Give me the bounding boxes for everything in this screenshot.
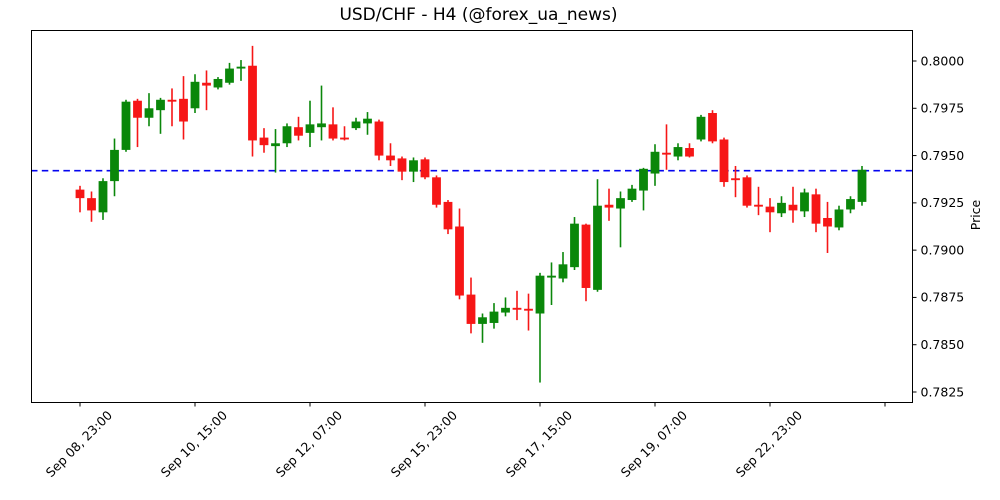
candle-down	[75, 189, 85, 199]
candle-up	[271, 143, 280, 147]
candle-up	[547, 275, 556, 278]
candle-down	[386, 155, 395, 161]
candle-up	[593, 205, 602, 290]
y-tick-label: 0.7975	[921, 101, 965, 116]
candle-down	[823, 217, 832, 227]
candle-up	[489, 311, 499, 323]
candle-down	[202, 82, 211, 86]
candle-down	[524, 308, 533, 311]
candle-up	[616, 198, 625, 209]
y-tick-label: 0.7925	[921, 195, 965, 210]
candle-down	[788, 204, 798, 211]
y-tick-label: 0.8000	[921, 53, 965, 68]
candle-up	[98, 181, 108, 213]
candle-down	[719, 139, 729, 183]
candle-down	[340, 137, 349, 140]
candle-down	[466, 294, 476, 324]
candle-up	[570, 223, 579, 268]
candle-down	[604, 204, 614, 208]
candle-up	[225, 68, 234, 83]
candle-up	[673, 147, 683, 157]
candle-down	[754, 204, 763, 207]
x-tick-label: Sep 12, 07:00	[273, 407, 345, 479]
candle-up	[110, 149, 119, 182]
candle-down	[87, 198, 96, 211]
candle-down	[397, 158, 407, 172]
x-tick-label: Sep 08, 23:00	[43, 407, 115, 479]
candle-up	[650, 151, 660, 174]
candle-down	[765, 206, 775, 213]
candle-down	[742, 177, 752, 206]
plot-border	[31, 30, 913, 403]
candle-up	[535, 275, 545, 314]
y-tick-label: 0.7875	[921, 290, 965, 305]
candle-down	[374, 121, 384, 156]
x-tick-label: Sep 19, 07:00	[618, 407, 690, 479]
candle-down	[328, 124, 338, 139]
candle-down	[708, 113, 717, 142]
x-tick-label: Sep 17, 15:00	[503, 407, 575, 479]
candle-up	[363, 118, 372, 124]
y-tick-label: 0.7900	[921, 242, 965, 257]
candle-down	[259, 137, 269, 146]
candle-up	[558, 264, 568, 279]
candle-up	[351, 121, 361, 129]
candle-up	[144, 108, 154, 118]
candle-down	[581, 224, 591, 288]
candle-up	[696, 116, 706, 140]
candle-up	[409, 160, 418, 172]
candle-down	[512, 307, 522, 310]
candle-down	[133, 100, 142, 118]
candle-down	[731, 178, 740, 181]
candle-up	[156, 99, 165, 111]
candle-down	[455, 226, 464, 296]
candle-up	[236, 66, 246, 69]
chart-title: USD/CHF - H4 (@forex_ua_news)	[339, 5, 618, 25]
candle-up	[627, 188, 637, 201]
candle-up	[501, 307, 510, 313]
candle-down	[685, 148, 694, 157]
candle-up	[478, 317, 487, 324]
candle-up	[857, 169, 867, 202]
x-tick-label: Sep 15, 23:00	[388, 407, 460, 479]
x-tick-label: Sep 22, 23:00	[733, 407, 805, 479]
candle-down	[420, 159, 430, 178]
candle-up	[213, 78, 223, 88]
candle-up	[121, 101, 131, 150]
candle-down	[248, 65, 257, 141]
candle-down	[811, 194, 821, 224]
y-tick-label: 0.7825	[921, 384, 965, 399]
candle-up	[317, 123, 326, 128]
candle-down	[662, 152, 671, 155]
candle-up	[639, 168, 648, 191]
candle-down	[167, 99, 177, 102]
y-tick-label: 0.7850	[921, 337, 965, 352]
candle-up	[282, 126, 292, 144]
y-tick-label: 0.7950	[921, 148, 965, 163]
candle-up	[834, 209, 844, 228]
candle-down	[432, 177, 441, 205]
candle-down	[294, 127, 303, 136]
candle-down	[179, 98, 188, 122]
candle-down	[443, 201, 453, 230]
x-tick-label: Sep 10, 15:00	[158, 407, 230, 479]
candle-up	[305, 124, 315, 133]
candle-up	[800, 192, 809, 212]
candle-up	[190, 81, 200, 109]
candle-up	[846, 199, 855, 210]
y-axis-label: Price	[968, 199, 983, 231]
candle-up	[777, 202, 786, 214]
